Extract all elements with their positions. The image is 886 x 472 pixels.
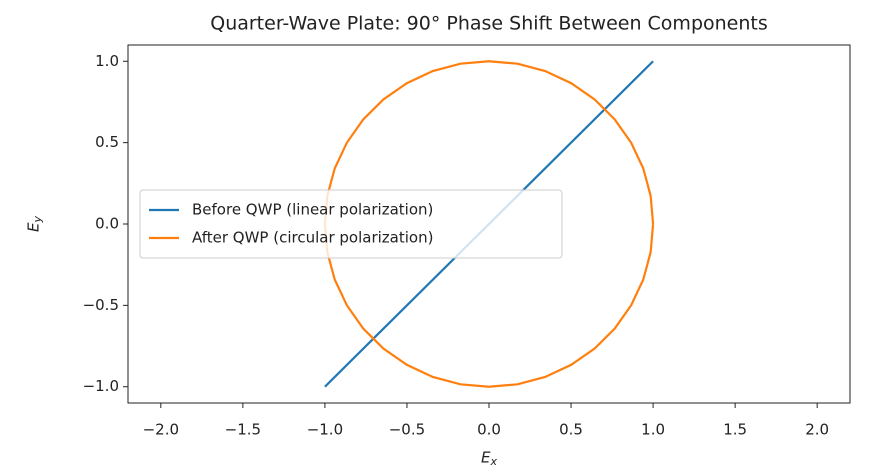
- x-tick-label: 1.0: [641, 421, 665, 439]
- y-axis-label: Ey: [25, 216, 45, 232]
- y-tick-label: 0.5: [95, 133, 119, 151]
- x-tick-label: −1.5: [225, 421, 261, 439]
- legend-label: Before QWP (linear polarization): [192, 201, 433, 219]
- legend-box: [139, 189, 563, 259]
- y-tick-label: −0.5: [83, 296, 119, 314]
- x-tick-label: 2.0: [805, 421, 829, 439]
- x-tick-label: 0.0: [477, 421, 501, 439]
- y-tick-label: −1.0: [83, 377, 119, 395]
- x-tick-label: 1.5: [723, 421, 747, 439]
- chart-title: Quarter-Wave Plate: 90° Phase Shift Betw…: [210, 13, 768, 35]
- legend-label: After QWP (circular polarization): [192, 229, 433, 247]
- x-axis-label: Ex: [481, 449, 497, 469]
- y-tick-label: 1.0: [95, 52, 119, 70]
- axes-frame: [127, 44, 851, 404]
- x-tick-label: −2.0: [143, 421, 179, 439]
- y-tick-label: 0.0: [95, 215, 119, 233]
- x-tick-label: 0.5: [559, 421, 583, 439]
- x-tick-label: −0.5: [389, 421, 425, 439]
- x-tick-label: −1.0: [307, 421, 343, 439]
